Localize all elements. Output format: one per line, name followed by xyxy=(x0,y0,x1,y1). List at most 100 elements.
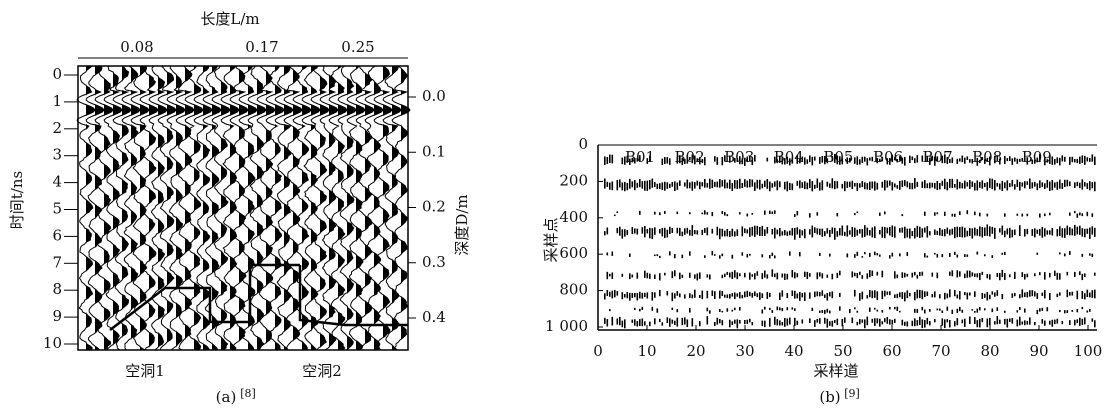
reflection xyxy=(964,292,966,296)
reflection xyxy=(874,251,876,256)
reflection xyxy=(1001,294,1004,300)
reflection xyxy=(959,291,961,300)
reflection xyxy=(1024,157,1026,162)
reflection xyxy=(1081,155,1084,164)
wiggle-trace xyxy=(112,65,132,351)
reflection xyxy=(999,272,1001,281)
reflection xyxy=(1029,178,1031,189)
reflection xyxy=(836,231,839,237)
reflection xyxy=(646,180,649,191)
reflection xyxy=(849,181,851,188)
reflection xyxy=(714,291,716,300)
reflection xyxy=(894,318,896,323)
reflection xyxy=(696,273,699,281)
reflection xyxy=(1056,272,1059,280)
reflection xyxy=(779,227,781,237)
reflection xyxy=(809,318,811,323)
reflection xyxy=(899,310,901,313)
reflection xyxy=(1001,269,1004,278)
reflection xyxy=(616,291,619,296)
reflection xyxy=(896,274,899,279)
reflection xyxy=(639,155,641,162)
reflection xyxy=(971,309,974,311)
y-tick-label: 3 xyxy=(52,146,62,164)
reflection xyxy=(934,291,936,298)
reflection xyxy=(856,211,859,214)
reflection xyxy=(1059,292,1061,296)
reflection xyxy=(941,180,944,186)
reflection xyxy=(764,180,766,187)
reflection xyxy=(764,306,766,310)
reflection xyxy=(851,271,854,278)
reflection xyxy=(936,308,939,311)
reflection xyxy=(659,290,661,297)
reflection xyxy=(919,289,921,299)
reflection xyxy=(946,293,949,299)
reflection xyxy=(1041,318,1044,324)
reflection xyxy=(1069,320,1071,325)
reflection xyxy=(721,253,724,257)
reflection xyxy=(621,182,624,191)
reflection xyxy=(996,182,999,187)
reflection xyxy=(939,294,941,299)
reflection xyxy=(809,155,811,163)
reflection xyxy=(619,179,621,188)
reflection xyxy=(969,292,971,296)
reflection xyxy=(1021,289,1024,298)
reflection xyxy=(654,211,656,215)
reflection xyxy=(786,231,789,236)
reflection xyxy=(616,227,619,234)
reflection xyxy=(676,182,679,190)
trace-label: B04 xyxy=(774,148,804,166)
reflection xyxy=(921,290,924,300)
reflection xyxy=(676,309,679,313)
reflection xyxy=(634,228,636,234)
reflection xyxy=(794,214,796,217)
reflection xyxy=(954,227,956,239)
reflection xyxy=(951,270,954,277)
reflection xyxy=(1011,158,1014,165)
reflection xyxy=(826,308,829,313)
reflection xyxy=(684,317,686,325)
reflection xyxy=(801,319,804,324)
reflection xyxy=(1079,212,1081,216)
reflection xyxy=(721,156,724,166)
wiggle-trace xyxy=(220,65,240,351)
reflection xyxy=(1026,273,1029,278)
reflection xyxy=(819,156,821,164)
reflection xyxy=(861,275,864,279)
reflection xyxy=(846,225,849,237)
reflection xyxy=(639,210,641,215)
reflection xyxy=(871,270,874,276)
reflection xyxy=(1039,308,1041,312)
reflection xyxy=(1049,272,1051,278)
reflection xyxy=(1061,155,1064,162)
reflection xyxy=(966,270,969,278)
y-tick-label: 9 xyxy=(52,307,62,325)
x-tick-label: 80 xyxy=(980,342,999,360)
reflection xyxy=(639,319,641,327)
reflection xyxy=(914,178,916,189)
reflection xyxy=(834,181,836,190)
reflection xyxy=(664,157,666,165)
reflection xyxy=(929,157,931,165)
reflection xyxy=(804,228,806,239)
x-tick-label: 50 xyxy=(833,342,852,360)
reflection xyxy=(604,156,606,165)
reflection xyxy=(896,306,899,312)
reflection xyxy=(711,228,714,234)
reflection xyxy=(869,270,871,278)
reflection xyxy=(859,229,861,234)
reflection xyxy=(829,253,831,257)
reflection xyxy=(811,156,814,166)
reflection xyxy=(1036,309,1039,315)
reflection xyxy=(774,227,776,239)
reflection xyxy=(949,159,951,163)
reflection xyxy=(609,182,611,190)
reflection xyxy=(949,271,951,276)
reflection xyxy=(1021,213,1024,217)
reflection xyxy=(674,320,676,326)
x-axis-title: 采样道 xyxy=(813,362,858,380)
reflection xyxy=(699,321,701,327)
reflection xyxy=(876,182,879,190)
